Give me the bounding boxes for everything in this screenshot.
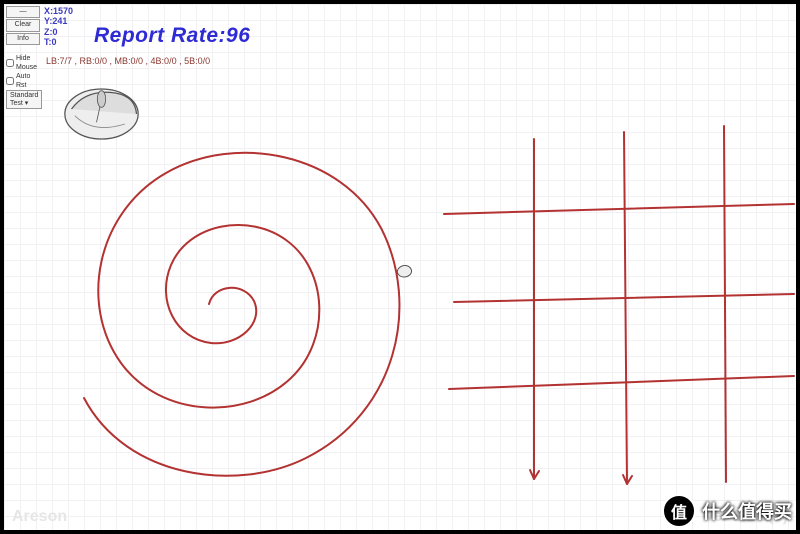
report-rate-display: Report Rate:96 bbox=[94, 24, 250, 48]
report-rate-label: Report Rate: bbox=[94, 24, 226, 47]
mouse-icon bbox=[59, 74, 144, 149]
hide-mouse-checkbox[interactable]: Hide Mouse bbox=[6, 54, 37, 72]
info-button[interactable]: Info bbox=[6, 33, 40, 45]
button-click-counts: LB:7/7 , RB:0/0 , MB:0/0 , 4B:0/0 , 5B:0… bbox=[46, 56, 210, 66]
coord-z: Z:0 bbox=[44, 27, 73, 37]
clear-button[interactable]: Clear bbox=[6, 19, 40, 31]
auto-rst-checkbox[interactable]: Auto Rst bbox=[6, 72, 37, 90]
watermark-badge-icon: 值 bbox=[662, 494, 696, 528]
watermark-text: 什么值得买 bbox=[702, 498, 792, 524]
standard-test-dropdown[interactable]: Standard Test ▾ bbox=[6, 90, 42, 109]
coord-x: X:1570 bbox=[44, 6, 73, 16]
watermark: 值 什么值得买 bbox=[662, 494, 792, 528]
button-1[interactable]: — bbox=[6, 6, 40, 18]
coordinates-readout: X:1570 Y:241 Z:0 T:0 bbox=[44, 6, 73, 47]
coord-y: Y:241 bbox=[44, 16, 73, 26]
brand-name: Areson bbox=[12, 508, 67, 526]
coord-t: T:0 bbox=[44, 37, 73, 47]
report-rate-value: 96 bbox=[226, 24, 250, 47]
